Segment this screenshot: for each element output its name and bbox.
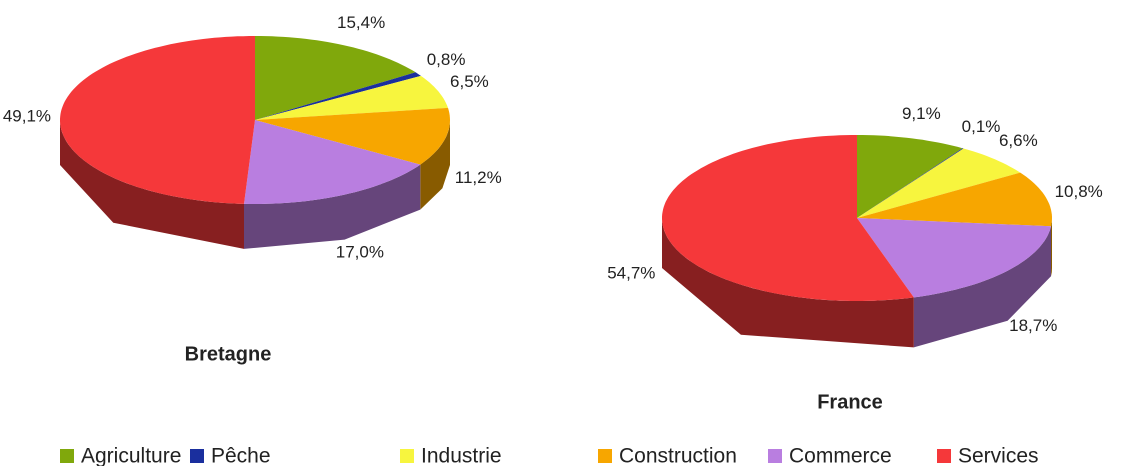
slice	[857, 218, 1051, 298]
legend-swatch	[60, 449, 74, 463]
chart-title: France	[817, 391, 883, 413]
legend-label: Pêche	[211, 445, 271, 466]
slice	[662, 135, 914, 301]
legend-swatch	[937, 449, 951, 463]
legend-swatch	[190, 449, 204, 463]
slice	[857, 148, 964, 218]
legend-swatch	[400, 449, 414, 463]
slice-side	[662, 218, 914, 348]
data-label: 17,0%	[336, 242, 384, 261]
legend-swatch	[768, 449, 782, 463]
slice	[255, 36, 416, 120]
slice	[244, 120, 421, 204]
data-label: 54,7%	[607, 263, 655, 282]
legend-label: Industrie	[421, 445, 502, 466]
slice-side	[1051, 218, 1052, 277]
slice	[60, 36, 255, 204]
slice	[255, 72, 421, 120]
data-label: 10,8%	[1055, 182, 1103, 201]
slice	[857, 135, 963, 218]
data-label: 9,1%	[902, 104, 941, 123]
slice-side	[244, 164, 421, 249]
slice	[857, 172, 1052, 227]
chart-title: Bretagne	[185, 343, 272, 365]
data-label: 6,5%	[450, 72, 489, 91]
data-label: 0,1%	[962, 117, 1001, 136]
legend-label: Services	[958, 445, 1039, 466]
data-label: 6,6%	[999, 131, 1038, 150]
slice-side	[420, 120, 450, 210]
data-label: 18,7%	[1009, 316, 1057, 335]
legend-label: Construction	[619, 445, 737, 466]
slice-side	[60, 120, 244, 249]
slice	[255, 75, 448, 120]
legend-label: Agriculture	[81, 445, 181, 466]
slice	[255, 107, 450, 165]
slice-side	[913, 226, 1051, 348]
data-label: 49,1%	[3, 106, 51, 125]
data-label: 15,4%	[337, 13, 385, 32]
slice	[857, 148, 1021, 218]
data-label: 0,8%	[427, 50, 466, 69]
legend-swatch	[598, 449, 612, 463]
legend-label: Commerce	[789, 445, 892, 466]
data-label: 11,2%	[455, 168, 502, 187]
